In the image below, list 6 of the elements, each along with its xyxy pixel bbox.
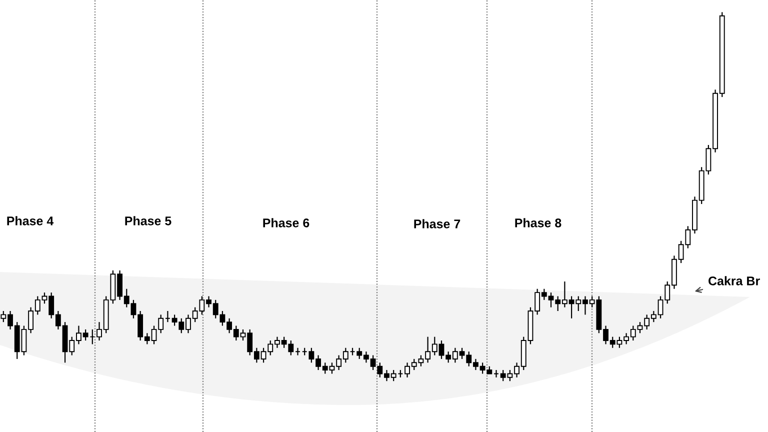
- annotation: Phase 5: [125, 216, 172, 226]
- annotation: Phase 8: [515, 218, 562, 228]
- annotation: Phase 6: [263, 218, 310, 228]
- annotation: Phase 4: [7, 216, 54, 226]
- annotation: Phase 7: [414, 219, 460, 228]
- annotation: Cakra Br: [708, 276, 760, 286]
